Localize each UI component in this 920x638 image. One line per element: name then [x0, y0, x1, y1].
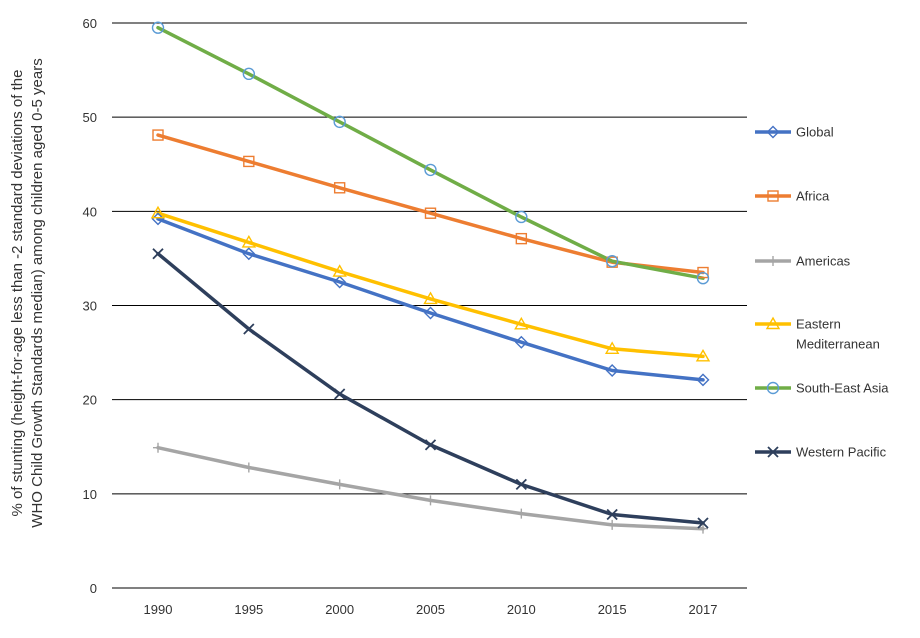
y-tick-label-40: 40	[83, 204, 97, 219]
point-eastern-mediterranean-2017	[695, 348, 711, 362]
point-global-2010	[514, 335, 528, 349]
legend-item-global: Global	[755, 125, 834, 140]
point-africa-1995	[243, 155, 255, 168]
x-tick-label-2005: 2005	[416, 602, 445, 617]
point-western-pacific-1995	[243, 323, 255, 335]
point-south-east-asia-2005	[424, 163, 437, 177]
legend-label-south-east-asia: South-East Asia	[796, 381, 889, 396]
legend-item-americas: Americas	[755, 254, 851, 269]
point-south-east-asia-1995	[242, 67, 256, 81]
point-americas-2017	[698, 523, 708, 534]
x-tick-label-1995: 1995	[234, 602, 263, 617]
legend-item-africa: Africa	[755, 189, 830, 204]
legend-label-eastern-mediterranean-line-1: Eastern	[796, 317, 841, 332]
y-tick-label-0: 0	[90, 581, 97, 596]
point-africa-1990	[152, 129, 164, 141]
x-tick-label-2015: 2015	[598, 602, 627, 617]
legend-item-eastern-mediterranean: Eastern Mediterranean	[755, 317, 880, 352]
series-line-global	[156, 217, 705, 382]
point-south-east-asia-2015	[605, 255, 619, 268]
point-americas-2015	[607, 519, 618, 530]
legend: Global Africa Americas Eastern Mediterranean…	[755, 125, 889, 460]
point-eastern-mediterranean-2015	[604, 341, 620, 355]
point-americas-2005	[425, 495, 436, 506]
legend-label-eastern-mediterranean-line-2: Mediterranean	[796, 337, 880, 352]
y-tick-label-30: 30	[83, 299, 97, 314]
y-axis-label-line-2: WHO Child Growth Standards median) among…	[29, 58, 46, 527]
point-africa-2010	[515, 232, 528, 245]
point-south-east-asia-2000	[333, 115, 346, 129]
point-eastern-mediterranean-2005	[423, 291, 438, 305]
legend-label-africa: Africa	[796, 189, 830, 204]
legend-swatch-marker-western-pacific	[767, 446, 779, 458]
point-western-pacific-2017	[697, 517, 709, 529]
point-global-2005	[424, 306, 437, 320]
legend-item-south-east-asia: South-East Asia	[755, 381, 889, 396]
point-western-pacific-2000	[334, 388, 346, 400]
legend-swatch-marker-global	[766, 125, 780, 139]
y-tick-label-20: 20	[83, 393, 97, 408]
legend-item-western-pacific: Western Pacific	[755, 445, 887, 460]
point-eastern-mediterranean-2010	[514, 316, 529, 330]
point-americas-2000	[334, 479, 345, 490]
series-line-south-east-asia	[156, 25, 705, 280]
x-axis-ticks: 1990 1995 2000 2005 2010 2015 2017	[144, 602, 718, 617]
y-axis-ticks: 0 10 20 30 40 50 60	[83, 16, 97, 596]
point-global-2015	[605, 363, 619, 377]
legend-swatch-marker-americas	[768, 256, 778, 266]
point-global-1995	[242, 247, 256, 261]
point-africa-2017	[697, 266, 709, 279]
series-line-eastern-mediterranean	[156, 211, 705, 359]
x-tick-label-2010: 2010	[507, 602, 536, 617]
gridlines	[112, 22, 747, 589]
point-western-pacific-2010	[515, 478, 527, 491]
point-south-east-asia-2010	[515, 210, 528, 224]
point-eastern-mediterranean-1995	[241, 234, 257, 248]
point-africa-2005	[424, 207, 437, 219]
point-eastern-mediterranean-1990	[150, 205, 166, 219]
point-western-pacific-1990	[152, 248, 164, 260]
y-tick-label-10: 10	[83, 487, 97, 502]
point-western-pacific-2005	[424, 439, 437, 451]
point-global-2000	[333, 275, 347, 289]
point-south-east-asia-2017	[696, 271, 710, 285]
point-americas-2010	[516, 508, 527, 519]
series-lines	[156, 25, 705, 531]
legend-label-global: Global	[796, 125, 834, 140]
legend-label-americas: Americas	[796, 254, 851, 269]
y-axis-label-line-1: % of stunting (height-for-age less than …	[9, 70, 26, 517]
point-africa-2000	[333, 182, 346, 194]
point-americas-1990	[153, 442, 163, 453]
legend-swatch-marker-south-east-asia	[766, 381, 780, 395]
point-americas-1995	[243, 462, 254, 473]
x-tick-label-2000: 2000	[325, 602, 354, 617]
y-tick-label-50: 50	[83, 110, 97, 125]
point-western-pacific-2015	[606, 508, 618, 521]
series-markers	[150, 21, 711, 534]
point-south-east-asia-1990	[151, 21, 165, 34]
point-eastern-mediterranean-2000	[332, 264, 347, 277]
legend-swatch-marker-eastern-mediterranean	[765, 316, 781, 330]
x-tick-label-2017: 2017	[689, 602, 718, 617]
x-tick-label-1990: 1990	[144, 602, 173, 617]
legend-label-western-pacific: Western Pacific	[796, 445, 887, 460]
legend-swatch-marker-africa	[767, 190, 779, 202]
point-global-2017	[696, 373, 710, 387]
y-tick-label-60: 60	[83, 16, 97, 31]
